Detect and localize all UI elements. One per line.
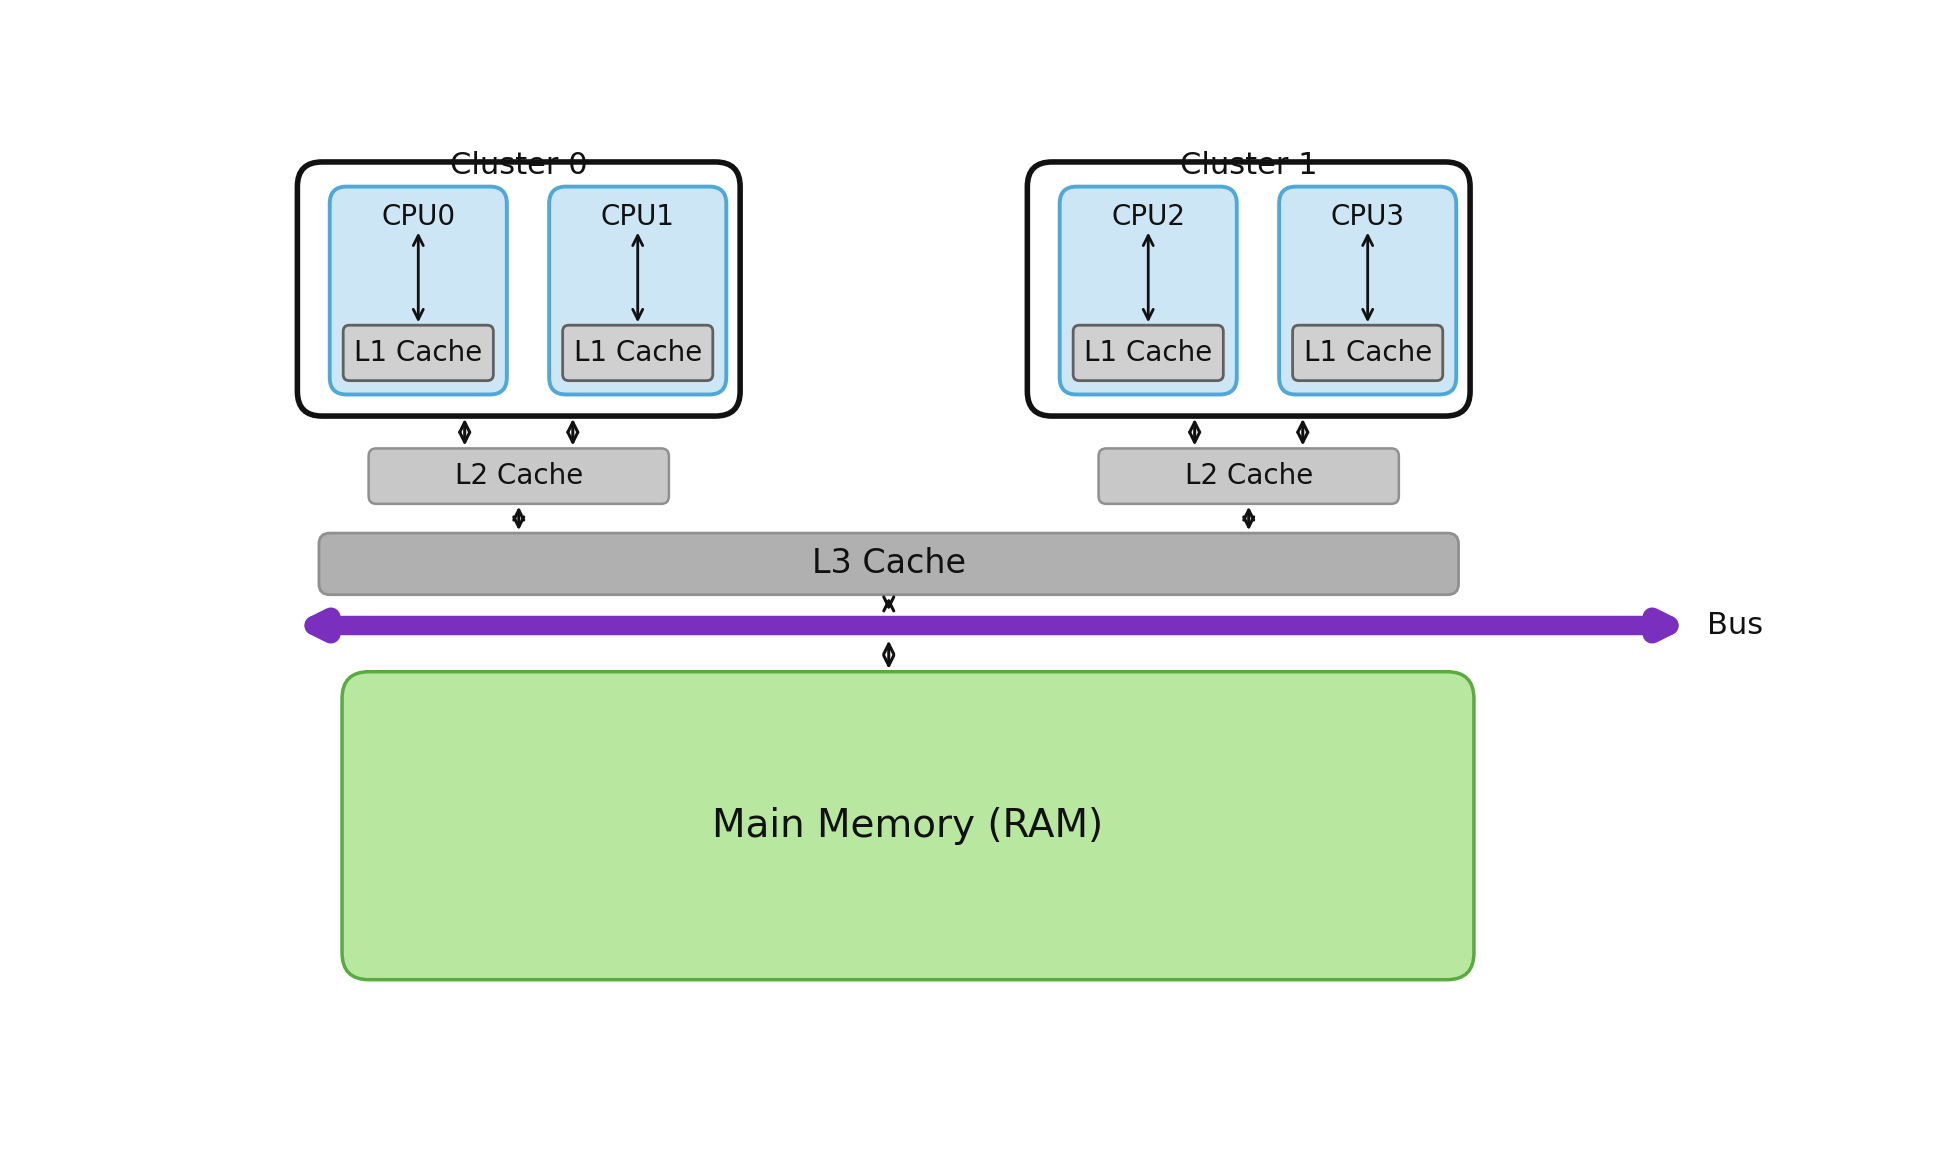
FancyBboxPatch shape: [1072, 325, 1223, 380]
Text: Cluster 0: Cluster 0: [450, 151, 587, 180]
FancyBboxPatch shape: [1059, 186, 1237, 394]
Text: L1 Cache: L1 Cache: [1303, 339, 1431, 367]
Text: L1 Cache: L1 Cache: [354, 339, 481, 367]
Text: Main Memory (RAM): Main Memory (RAM): [712, 806, 1104, 845]
Text: L2 Cache: L2 Cache: [1184, 462, 1313, 490]
FancyBboxPatch shape: [1027, 161, 1470, 417]
FancyBboxPatch shape: [1098, 448, 1397, 504]
Text: Bus: Bus: [1707, 611, 1763, 640]
FancyBboxPatch shape: [368, 448, 669, 504]
FancyBboxPatch shape: [342, 325, 493, 380]
FancyBboxPatch shape: [562, 325, 712, 380]
FancyBboxPatch shape: [1278, 186, 1456, 394]
Text: CPU0: CPU0: [382, 204, 456, 232]
FancyBboxPatch shape: [1292, 325, 1442, 380]
FancyBboxPatch shape: [319, 534, 1458, 594]
Text: CPU1: CPU1: [601, 204, 675, 232]
FancyBboxPatch shape: [548, 186, 726, 394]
Text: L2 Cache: L2 Cache: [454, 462, 583, 490]
Text: CPU2: CPU2: [1112, 204, 1184, 232]
Text: Cluster 1: Cluster 1: [1180, 151, 1317, 180]
Text: L1 Cache: L1 Cache: [1084, 339, 1211, 367]
FancyBboxPatch shape: [297, 161, 740, 417]
Text: CPU3: CPU3: [1331, 204, 1403, 232]
FancyBboxPatch shape: [342, 672, 1474, 979]
Text: L1 Cache: L1 Cache: [573, 339, 701, 367]
FancyBboxPatch shape: [329, 186, 507, 394]
Text: L3 Cache: L3 Cache: [812, 548, 965, 580]
